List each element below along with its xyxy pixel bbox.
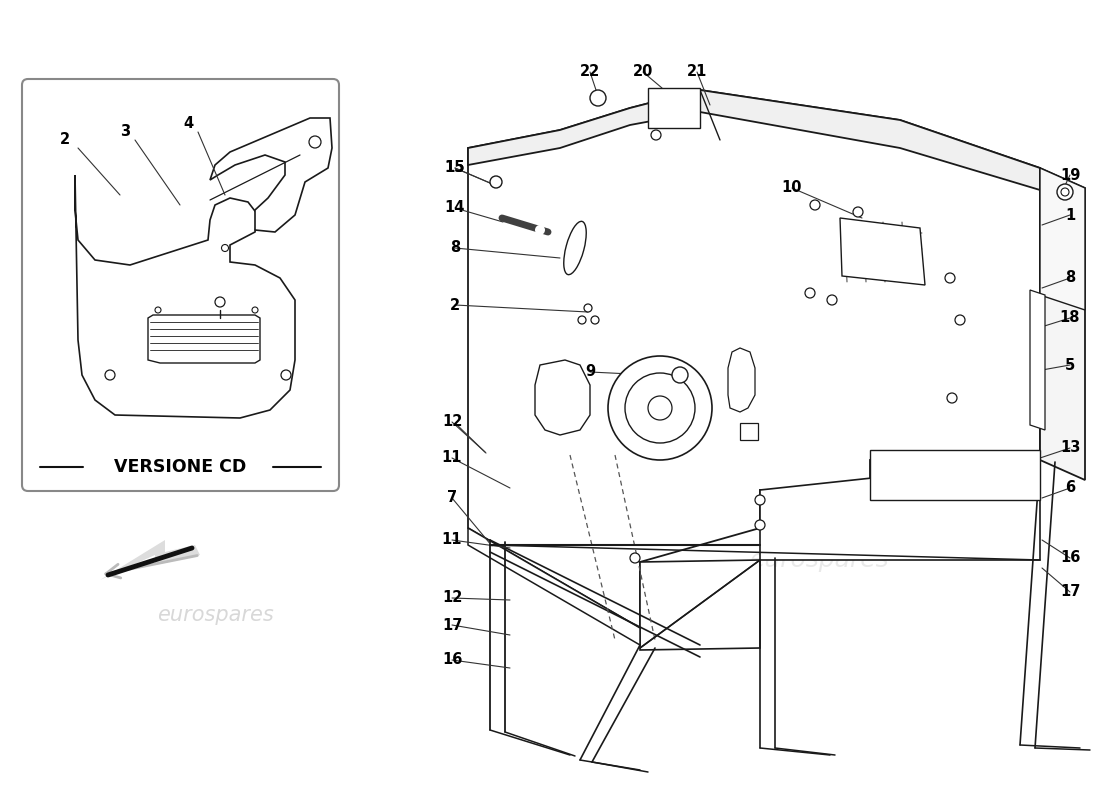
Text: 15: 15: [444, 161, 465, 175]
Polygon shape: [648, 88, 700, 128]
Polygon shape: [210, 118, 332, 232]
Text: 16: 16: [442, 653, 462, 667]
Circle shape: [827, 295, 837, 305]
Polygon shape: [535, 360, 590, 435]
Circle shape: [490, 176, 502, 188]
Polygon shape: [1040, 168, 1085, 480]
Polygon shape: [760, 460, 1040, 560]
Text: 9: 9: [585, 365, 595, 379]
Text: 21: 21: [686, 65, 707, 79]
Text: 8: 8: [450, 241, 460, 255]
Text: 12: 12: [442, 590, 462, 606]
Ellipse shape: [564, 222, 586, 274]
Circle shape: [309, 136, 321, 148]
Circle shape: [630, 553, 640, 563]
Text: 19: 19: [1059, 167, 1080, 182]
Circle shape: [755, 495, 764, 505]
Circle shape: [591, 316, 600, 324]
Circle shape: [584, 304, 592, 312]
Polygon shape: [468, 90, 1040, 190]
Circle shape: [535, 225, 544, 235]
FancyArrowPatch shape: [106, 555, 197, 578]
Circle shape: [252, 307, 258, 313]
Circle shape: [755, 520, 764, 530]
Text: eurospares: eurospares: [156, 605, 274, 625]
Text: 17: 17: [1059, 585, 1080, 599]
Polygon shape: [100, 540, 200, 580]
Text: 22: 22: [580, 65, 601, 79]
Text: 14: 14: [444, 201, 465, 215]
Text: eurospares: eurospares: [652, 341, 807, 369]
Text: eurospares: eurospares: [125, 275, 234, 294]
Polygon shape: [468, 90, 1040, 628]
Polygon shape: [640, 560, 760, 650]
Text: 3: 3: [120, 125, 130, 139]
Circle shape: [155, 307, 161, 313]
Polygon shape: [840, 218, 925, 285]
Text: 11: 11: [442, 533, 462, 547]
Text: 11: 11: [442, 450, 462, 466]
Polygon shape: [870, 450, 1040, 500]
Circle shape: [947, 393, 957, 403]
Text: VERSIONE CD: VERSIONE CD: [114, 458, 246, 476]
Text: 5: 5: [1065, 358, 1075, 373]
Text: 1: 1: [1065, 207, 1075, 222]
Text: 2: 2: [59, 133, 70, 147]
Circle shape: [852, 207, 864, 217]
Polygon shape: [1030, 290, 1045, 430]
FancyBboxPatch shape: [22, 79, 339, 491]
Circle shape: [578, 316, 586, 324]
Text: 13: 13: [1059, 441, 1080, 455]
Text: 6: 6: [1065, 481, 1075, 495]
Text: 8: 8: [1065, 270, 1075, 286]
Circle shape: [1062, 188, 1069, 196]
Polygon shape: [1040, 168, 1085, 310]
Text: 7: 7: [447, 490, 458, 506]
Circle shape: [672, 367, 688, 383]
Polygon shape: [468, 528, 640, 645]
Text: 4: 4: [183, 117, 194, 131]
Circle shape: [648, 396, 672, 420]
Text: 10: 10: [782, 181, 802, 195]
Circle shape: [608, 356, 712, 460]
Circle shape: [810, 200, 820, 210]
Text: 20: 20: [632, 65, 653, 79]
Circle shape: [945, 273, 955, 283]
Text: 17: 17: [442, 618, 462, 633]
Circle shape: [1057, 184, 1072, 200]
Text: 18: 18: [1059, 310, 1080, 326]
Circle shape: [651, 130, 661, 140]
Circle shape: [280, 370, 292, 380]
Circle shape: [805, 288, 815, 298]
Text: 2: 2: [450, 298, 460, 313]
Text: eurospares: eurospares: [750, 548, 890, 572]
Circle shape: [104, 370, 116, 380]
Text: 16: 16: [1059, 550, 1080, 566]
Polygon shape: [740, 423, 758, 440]
Text: 12: 12: [442, 414, 462, 430]
Circle shape: [625, 373, 695, 443]
Polygon shape: [75, 175, 295, 418]
Circle shape: [590, 90, 606, 106]
Circle shape: [214, 297, 225, 307]
Circle shape: [221, 245, 229, 251]
Polygon shape: [728, 348, 755, 412]
Circle shape: [955, 315, 965, 325]
Polygon shape: [148, 315, 260, 363]
Text: 15: 15: [444, 161, 465, 175]
